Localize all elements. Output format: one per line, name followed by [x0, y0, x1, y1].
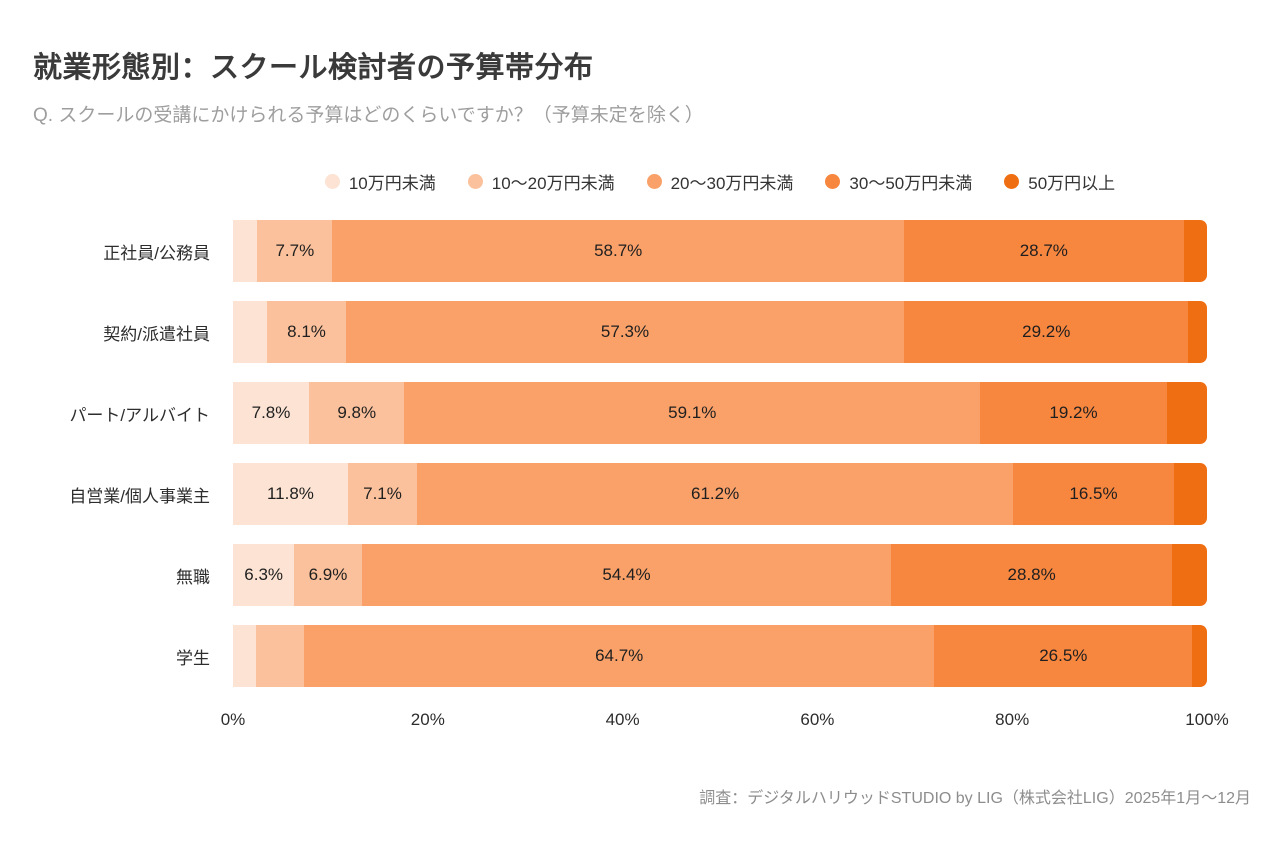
x-axis-tick: 60%: [800, 710, 835, 729]
segment-value: 28.7%: [1019, 241, 1068, 260]
legend-label: 50万円以上: [1028, 174, 1116, 193]
bar-segment: 7.1%: [347, 463, 418, 525]
bar-segment: [1183, 220, 1207, 282]
source-note: 調査：デジタルハリウッドSTUDIO by LIG（株式会社LIG）2025年1…: [699, 790, 1251, 807]
bar-segment: 11.8%: [233, 463, 348, 525]
segment-value: 6.3%: [244, 565, 284, 584]
segment-value: 9.8%: [337, 403, 377, 422]
chart-subtitle: Q. スクールの受講にかけられる予算はどのくらいですか？（予算未定を除く）: [33, 105, 704, 126]
category-label: 正社員/公務員: [103, 243, 210, 263]
bar-segment: [1167, 382, 1207, 444]
bar-segment: [233, 625, 257, 687]
x-axis-tick: 100%: [1185, 710, 1229, 729]
legend-item: 20〜30万円未満: [646, 169, 794, 194]
bar-row: パート/アルバイト 7.8% 9.8% 59.1% 19.2%: [33, 382, 1251, 444]
x-axis-tick: 0%: [220, 710, 246, 729]
x-axis-tick: 40%: [605, 710, 640, 729]
category-label: 無職: [176, 567, 210, 587]
legend-item: 10〜20万円未満: [467, 169, 615, 194]
legend-label: 20〜30万円未満: [670, 174, 794, 193]
bar-row: 正社員/公務員 7.7% 58.7% 28.7%: [33, 220, 1251, 282]
x-axis-tick: 20%: [410, 710, 445, 729]
x-axis-tick: 80%: [995, 710, 1030, 729]
segment-value: 6.9%: [308, 565, 348, 584]
page-title: 就業形態別：スクール検討者の予算帯分布: [33, 52, 594, 84]
segment-value: 7.7%: [275, 241, 315, 260]
stacked-bar-chart: 正社員/公務員 7.7% 58.7% 28.7% 契約/派遣社員 8.1% 57.3% 29.…: [33, 220, 1251, 687]
segment-value: 61.2%: [691, 484, 740, 503]
bar-segment: 6.9%: [294, 544, 362, 606]
bar-track: 7.8% 9.8% 59.1% 19.2%: [233, 382, 1207, 444]
bar-segment: [1171, 544, 1207, 606]
bar-segment: 7.8%: [233, 382, 309, 444]
bar-segment: 54.4%: [361, 544, 892, 606]
bar-segment: [233, 220, 258, 282]
bar-segment: [256, 625, 305, 687]
bar-segment: 28.7%: [904, 220, 1184, 282]
category-label: パート/アルバイト: [69, 405, 210, 425]
legend-swatch: [825, 174, 841, 189]
segment-value: 59.1%: [668, 403, 717, 422]
legend: 10万円未満 10〜20万円未満 20〜30万円未満 30〜50万円未満 50万円以上: [233, 169, 1207, 194]
segment-value: 16.5%: [1069, 484, 1118, 503]
bar-segment: 28.8%: [891, 544, 1172, 606]
x-axis: 0% 20% 40% 60% 80% 100%: [221, 706, 1229, 738]
segment-value: 28.8%: [1007, 565, 1056, 584]
bar-row: 学生 64.7% 26.5%: [33, 625, 1251, 687]
bar-row: 無職 6.3% 6.9% 54.4% 28.8%: [33, 544, 1251, 606]
legend-swatch: [324, 174, 340, 189]
bar-segment: 64.7%: [304, 625, 935, 687]
bar-segment: 8.1%: [267, 301, 346, 363]
bar-row: 契約/派遣社員 8.1% 57.3% 29.2%: [33, 301, 1251, 363]
bar-track: 7.7% 58.7% 28.7%: [233, 220, 1207, 282]
segment-value: 29.2%: [1022, 322, 1071, 341]
bar-segment: 58.7%: [332, 220, 905, 282]
segment-value: 7.1%: [363, 484, 402, 503]
bar-segment: [1192, 625, 1207, 687]
segment-value: 54.4%: [602, 565, 651, 584]
bar-segment: [233, 301, 268, 363]
segment-value: 11.8%: [266, 484, 314, 503]
bar-segment: 59.1%: [404, 382, 981, 444]
segment-value: 19.2%: [1049, 403, 1098, 422]
bar-row: 自営業/個人事業主 11.8% 7.1% 61.2% 16.5%: [33, 463, 1251, 525]
bar-track: 64.7% 26.5%: [233, 625, 1207, 687]
segment-value: 8.1%: [287, 322, 326, 341]
bar-segment: 29.2%: [904, 301, 1189, 363]
bar-segment: [1173, 463, 1207, 525]
bar-segment: 19.2%: [980, 382, 1168, 444]
legend-label: 10万円未満: [348, 174, 436, 193]
bar-segment: 61.2%: [417, 463, 1014, 525]
bar-segment: 26.5%: [934, 625, 1193, 687]
legend-label: 30〜50万円未満: [849, 174, 973, 193]
bar-segment: [1188, 301, 1207, 363]
legend-swatch: [1004, 174, 1020, 189]
category-label: 自営業/個人事業主: [69, 486, 210, 506]
legend-item: 50万円以上: [1004, 169, 1115, 194]
bar-segment: 57.3%: [345, 301, 905, 363]
bar-segment: 6.3%: [233, 544, 295, 606]
bar-segment: 9.8%: [308, 382, 405, 444]
bar-segment: 7.7%: [257, 220, 333, 282]
bar-track: 8.1% 57.3% 29.2%: [233, 301, 1207, 363]
segment-value: 57.3%: [600, 322, 650, 341]
legend-label: 10〜20万円未満: [491, 174, 615, 193]
segment-value: 7.8%: [251, 403, 291, 422]
legend-swatch: [646, 174, 662, 189]
bar-track: 6.3% 6.9% 54.4% 28.8%: [233, 544, 1207, 606]
category-label: 学生: [176, 648, 210, 668]
segment-value: 64.7%: [595, 646, 644, 665]
segment-value: 58.7%: [594, 241, 643, 260]
bar-track: 11.8% 7.1% 61.2% 16.5%: [233, 463, 1207, 525]
legend-item: 10万円未満: [324, 169, 436, 194]
legend-item: 30〜50万円未満: [825, 169, 972, 194]
category-label: 契約/派遣社員: [103, 324, 210, 344]
legend-swatch: [467, 174, 483, 189]
bar-segment: 16.5%: [1013, 463, 1174, 525]
segment-value: 26.5%: [1039, 646, 1088, 665]
